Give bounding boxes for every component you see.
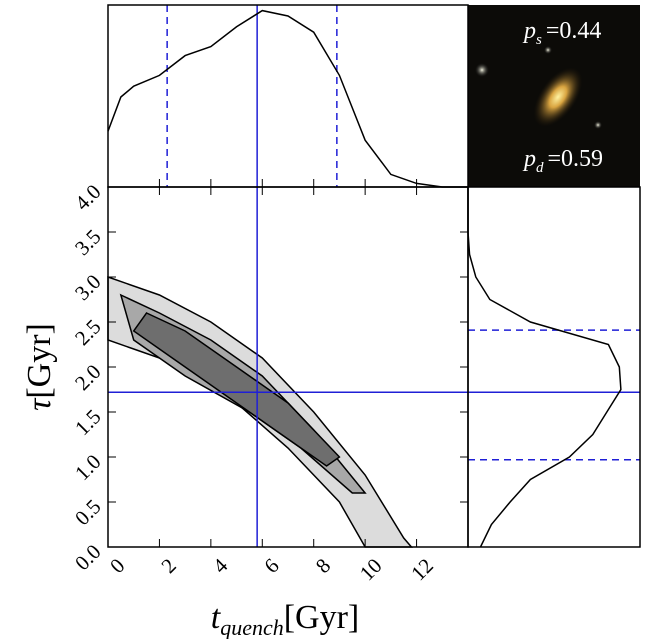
galaxy-image — [468, 5, 640, 187]
y-marginal-curve — [467, 187, 622, 548]
y-tick-label: 0.5 — [70, 495, 106, 531]
panel-frame — [467, 186, 641, 548]
x-tick-label: 6 — [259, 553, 283, 577]
x-marginal-curve — [107, 9, 468, 188]
y-axis-label: τ[Gyr] — [21, 323, 58, 411]
y-tick-label: 1.0 — [70, 450, 106, 486]
x-tick-label: 10 — [355, 553, 387, 585]
y-tick-label: 1.5 — [70, 405, 106, 441]
y-tick-label: 2.5 — [70, 315, 106, 351]
x-tick-label: 8 — [311, 553, 335, 577]
x-axis-label: tquench[Gyr] — [211, 599, 360, 639]
y-tick-label: 0.0 — [70, 540, 106, 576]
x-tick-label: 12 — [406, 553, 438, 585]
annotation: ps =0.44 — [522, 18, 601, 48]
annotation: pd =0.59 — [522, 146, 603, 176]
y-tick-label: 3.0 — [70, 270, 106, 306]
y-tick-label: 2.0 — [70, 360, 106, 396]
x-tick-label: 0 — [105, 553, 129, 577]
panel-frame — [107, 186, 469, 548]
x-tick-label: 4 — [208, 553, 233, 578]
y-tick-label: 4.0 — [70, 180, 106, 216]
panel-frame — [107, 4, 469, 188]
x-tick-label: 2 — [156, 553, 180, 577]
y-tick-label: 3.5 — [70, 225, 106, 261]
contour — [132, 312, 341, 467]
